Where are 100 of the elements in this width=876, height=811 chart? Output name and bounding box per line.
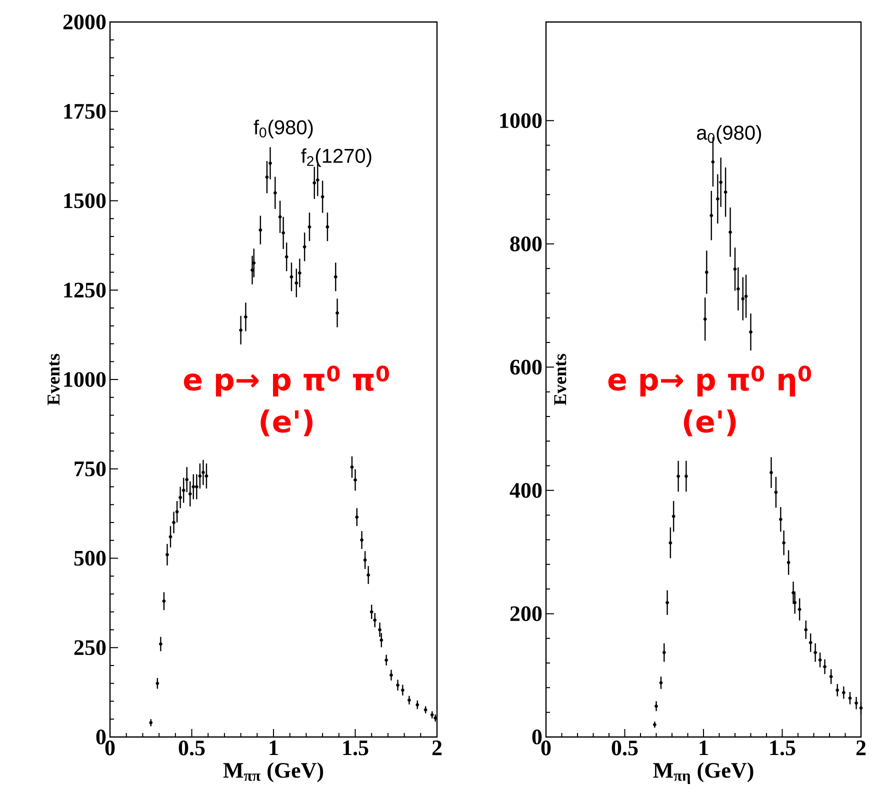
x-tick-label: 2 (856, 740, 866, 756)
x-axis-title: M$_{πη}$ (GeV) (653, 762, 754, 784)
y-tick-label: 1750 (64, 104, 106, 119)
point (654, 704, 658, 708)
y-tick-label: 0 (532, 730, 542, 744)
point (366, 573, 370, 577)
point (829, 674, 833, 678)
point (390, 673, 393, 677)
point (363, 558, 367, 562)
point (282, 231, 286, 235)
point (798, 608, 802, 612)
point (284, 255, 288, 259)
point (380, 638, 384, 642)
point (302, 245, 306, 249)
point (744, 294, 748, 298)
point (741, 297, 745, 300)
point (268, 162, 272, 165)
point (703, 317, 707, 321)
point (204, 474, 208, 478)
point (782, 541, 786, 545)
point (172, 520, 176, 524)
point (182, 488, 186, 492)
x-tick-label: 2 (432, 740, 442, 756)
annotation: (e') (260, 409, 312, 436)
point (334, 275, 338, 279)
point (336, 311, 339, 315)
point (158, 642, 162, 646)
y-tick-label: 1250 (64, 282, 106, 298)
point (704, 270, 708, 274)
y-axis-title: Events (554, 354, 566, 406)
point (684, 474, 688, 478)
point (792, 591, 795, 594)
x-axis-title: M$_{ππ}$ (GeV) (223, 762, 324, 782)
y-tick-label: 600 (510, 360, 542, 375)
point (842, 690, 846, 694)
point (312, 181, 316, 185)
point (298, 271, 302, 275)
point (733, 267, 737, 271)
y-tick-label: 800 (510, 236, 542, 252)
point (408, 698, 411, 702)
x-tick-label: 1 (700, 740, 708, 756)
point (770, 470, 773, 474)
point (373, 618, 377, 622)
point (854, 701, 858, 705)
point (384, 658, 388, 662)
point (290, 275, 294, 279)
point (396, 683, 400, 687)
point (278, 215, 282, 219)
x-tick-label: 0.5 (178, 740, 205, 756)
annotation: e p→ p π$^{0}$ η$^{0}$ (608, 366, 812, 397)
y-tick-label: 200 (510, 606, 542, 622)
point (202, 470, 205, 474)
y-tick-label: 400 (510, 483, 542, 498)
annotation: f$_{2}$(1270) (301, 148, 372, 167)
point (814, 650, 818, 654)
y-tick-label: 2000 (63, 14, 106, 30)
y-axis-title: Events (48, 354, 60, 406)
point (258, 228, 262, 232)
point (724, 190, 728, 194)
point (166, 552, 169, 556)
point (668, 541, 672, 545)
point (162, 599, 166, 603)
point (350, 465, 354, 469)
point (749, 330, 752, 334)
point (859, 706, 863, 710)
point (326, 225, 330, 229)
point (194, 485, 198, 488)
point (354, 478, 357, 482)
point (168, 535, 172, 538)
point (185, 478, 189, 482)
annotation: f$_{0}$(980) (254, 120, 313, 138)
annotation: e p→ p π$^{0}$ π$^{0}$ (184, 366, 390, 397)
point (250, 268, 254, 272)
point (804, 628, 808, 632)
y-tick-label: 1000 (64, 372, 106, 387)
point (273, 191, 277, 195)
annotation: (e') (684, 409, 736, 436)
point (360, 538, 364, 542)
point (265, 175, 269, 179)
point (778, 518, 782, 522)
point (198, 474, 202, 478)
point (320, 195, 324, 199)
x-tick-label: 1.5 (343, 740, 368, 756)
point (239, 328, 242, 332)
point (370, 610, 374, 614)
point (719, 180, 723, 184)
point (294, 281, 298, 285)
point (378, 628, 382, 632)
y-tick-label: 750 (74, 461, 106, 476)
point (355, 515, 359, 519)
point (728, 230, 732, 234)
x-tick-label: 1.5 (770, 740, 796, 756)
point (848, 696, 852, 700)
point (188, 492, 192, 496)
point (836, 688, 840, 692)
point (178, 496, 182, 500)
point (666, 600, 669, 604)
point (823, 665, 826, 668)
point (662, 650, 666, 654)
point (308, 225, 312, 229)
